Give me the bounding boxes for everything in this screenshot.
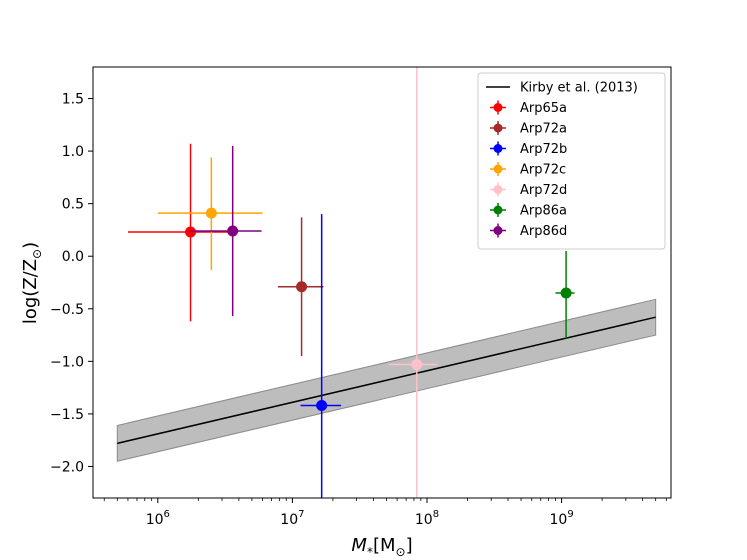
legend: Kirby et al. (2013) Arp65a Arp72a Arp72b Arp… bbox=[477, 72, 666, 250]
data-point-arp86d bbox=[227, 225, 239, 237]
x-tick-base: 10 bbox=[280, 512, 298, 528]
point-group-arp72d bbox=[388, 67, 438, 498]
legend-label-arp72a: Arp72a bbox=[520, 122, 567, 137]
plot-area bbox=[116, 67, 657, 498]
legend-marker-dot bbox=[493, 164, 503, 174]
data-point-arp72a bbox=[296, 281, 308, 293]
legend-box bbox=[477, 72, 666, 250]
x-tick-exponent: 8 bbox=[433, 509, 439, 520]
legend-marker-dot bbox=[493, 123, 503, 133]
legend-label-relation: Kirby et al. (2013) bbox=[520, 81, 638, 96]
data-point-arp72d bbox=[411, 358, 423, 370]
y-axis-label: log(Z/Z⊙) bbox=[20, 242, 44, 324]
x-axis-label: M*[M⊙] bbox=[351, 535, 412, 559]
legend-label-arp86a: Arp86a bbox=[520, 204, 567, 219]
y-tick-label: −0.5 bbox=[50, 302, 84, 318]
x-tick-exponent: 9 bbox=[567, 509, 573, 520]
x-tick-label: 108 bbox=[415, 509, 439, 528]
y-tick-label: 0.5 bbox=[62, 197, 84, 213]
data-point-arp72c bbox=[205, 207, 217, 219]
point-group-arp72c bbox=[157, 157, 263, 270]
legend-marker-dot bbox=[493, 103, 503, 112]
y-tick-label: 0.0 bbox=[62, 249, 84, 265]
legend-label-arp86d: Arp86d bbox=[520, 224, 567, 239]
legend-marker-arp65a bbox=[490, 100, 506, 115]
legend-label-arp65a: Arp65a bbox=[520, 101, 567, 116]
legend-marker-arp72b bbox=[490, 141, 506, 156]
legend-marker-arp86a bbox=[490, 203, 506, 217]
axes-frame bbox=[92, 66, 672, 499]
legend-marker-dot bbox=[493, 226, 503, 235]
legend-marker-dot bbox=[493, 205, 503, 215]
data-point-arp65a bbox=[185, 226, 197, 238]
x-tick-exponent: 7 bbox=[298, 509, 304, 520]
point-group-arp86d bbox=[188, 145, 262, 317]
x-tick-label: 106 bbox=[146, 509, 170, 528]
legend-marker-dot bbox=[493, 185, 503, 194]
y-tick-label: 1.5 bbox=[62, 92, 84, 108]
point-group-arp65a bbox=[127, 143, 230, 322]
y-tick-label: 1.0 bbox=[62, 144, 84, 160]
point-group-arp86a bbox=[555, 250, 575, 339]
legend-marker-arp86d bbox=[490, 223, 506, 238]
x-tick-exponent: 6 bbox=[164, 509, 170, 520]
point-group-arp72a bbox=[277, 217, 324, 357]
legend-marker-arp72a bbox=[490, 121, 506, 135]
legend-marker-arp72d bbox=[490, 182, 506, 197]
legend-label-arp72d: Arp72d bbox=[520, 183, 567, 198]
legend-label-arp72b: Arp72b bbox=[520, 142, 567, 157]
data-point-arp72b bbox=[316, 399, 328, 411]
x-tick-label: 107 bbox=[280, 509, 304, 528]
data-point-arp86a bbox=[560, 287, 572, 299]
x-tick-label: 109 bbox=[549, 509, 573, 528]
x-tick-base: 10 bbox=[415, 512, 433, 528]
y-tick-label: −2.0 bbox=[50, 459, 84, 475]
legend-label-arp72c: Arp72c bbox=[520, 163, 566, 178]
x-tick-base: 10 bbox=[549, 512, 567, 528]
y-tick-label: −1.5 bbox=[50, 407, 84, 423]
point-group-arp72b bbox=[300, 214, 342, 498]
x-tick-base: 10 bbox=[146, 512, 164, 528]
legend-marker-dot bbox=[493, 144, 503, 153]
legend-marker-arp72c bbox=[490, 162, 506, 176]
y-tick-label: −1.0 bbox=[50, 354, 84, 370]
